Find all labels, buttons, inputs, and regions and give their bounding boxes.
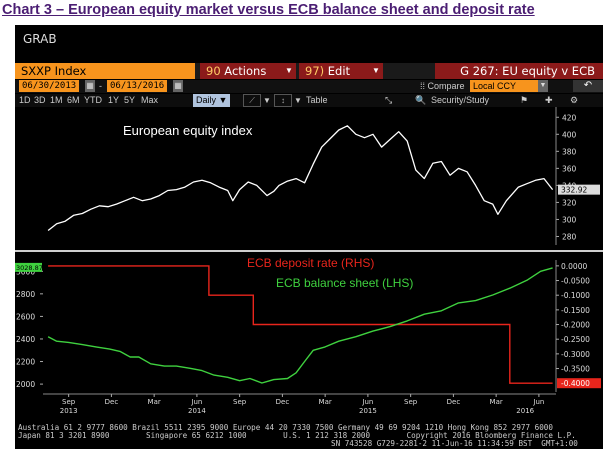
start-date-field[interactable]: 06/30/2013 xyxy=(19,80,80,92)
x-month-label: Dec xyxy=(105,398,119,406)
edit-dropdown-icon[interactable]: ▼ xyxy=(369,63,383,79)
balance-sheet-label: ECB balance sheet (LHS) xyxy=(276,276,413,290)
x-month-label: Jun xyxy=(361,398,373,406)
actions-menu-button[interactable]: 90 Actions xyxy=(200,63,282,79)
line-chart-icon[interactable]: ⟋ xyxy=(243,94,261,107)
rate-tick-label: -0.0500 xyxy=(561,277,590,286)
x-month-label: Sep xyxy=(233,398,247,406)
y-tick-label: 280 xyxy=(562,232,577,241)
compare-text: Compare xyxy=(427,81,465,91)
compare-icon: ⁞⁞ xyxy=(420,81,426,91)
chart-area: European equity index ECB deposit rate (… xyxy=(15,107,603,415)
compare-select[interactable]: Local CCY xyxy=(470,80,538,92)
x-month-label: Mar xyxy=(490,398,503,406)
rate-tick-label: -0.1000 xyxy=(561,291,590,300)
ticker-input[interactable]: SXXP Index xyxy=(15,63,195,79)
x-year-label: 2016 xyxy=(516,407,534,415)
zoom-in-icon[interactable]: 🔍 xyxy=(415,95,427,105)
footer-contacts: Australia 61 2 9777 8600 Brazil 5511 239… xyxy=(18,423,553,432)
edit-number: 97) xyxy=(305,64,325,78)
frequency-value: Daily xyxy=(196,95,217,105)
deposit-rate-line xyxy=(48,265,553,384)
balance-tick-label: 2800 xyxy=(16,290,35,299)
period-6m-button[interactable]: 6M xyxy=(67,95,80,105)
chart-type-dropdown-icon[interactable]: ▼ xyxy=(263,96,271,105)
footer-session: SN 743528 G729-2281-2 11-Jun-16 11:34:59… xyxy=(331,439,578,448)
x-month-label: Mar xyxy=(148,398,161,406)
rate-tick-label: -0.2500 xyxy=(561,335,590,344)
indicator-dropdown-icon[interactable]: ▼ xyxy=(294,96,302,105)
graph-title: G 267: EU equity v ECB xyxy=(435,63,603,79)
back-arrow-icon[interactable]: ↶ xyxy=(573,80,603,92)
bloomberg-terminal: GRAB SXXP Index 90 Actions ▼ 97) Edit ▼ … xyxy=(15,25,603,449)
footer-copyright: Japan 81 3 3201 8900 Singapore 65 6212 1… xyxy=(18,431,576,440)
x-month-label: Sep xyxy=(62,398,76,406)
compare-dropdown-icon[interactable]: ▼ xyxy=(538,80,548,92)
x-month-label: Jun xyxy=(190,398,202,406)
edit-label: Edit xyxy=(327,64,351,78)
window-header: GRAB xyxy=(23,32,57,46)
last-price-label: 332.92 xyxy=(561,186,587,195)
expand-icon[interactable]: ⤡ xyxy=(385,95,393,105)
x-year-label: 2013 xyxy=(60,407,78,415)
edit-menu-button[interactable]: 97) Edit xyxy=(299,63,369,79)
y-tick-label: 380 xyxy=(562,147,577,156)
x-month-label: Sep xyxy=(404,398,418,406)
y-tick-label: 320 xyxy=(562,198,577,207)
balance-tick-label: 2600 xyxy=(16,312,35,321)
toolbar xyxy=(15,94,603,107)
rate-tick-label: -0.1500 xyxy=(561,306,590,315)
calendar-icon[interactable]: ▦ xyxy=(173,80,183,92)
y-tick-label: 360 xyxy=(562,164,577,173)
period-1y-button[interactable]: 1Y xyxy=(108,95,120,105)
frequency-select[interactable]: Daily ▼ xyxy=(193,94,231,107)
x-month-label: Dec xyxy=(447,398,461,406)
chart-caption: Chart 3 – European equity market versus … xyxy=(2,2,535,18)
rate-tick-label: -0.3000 xyxy=(561,350,590,359)
y-tick-label: 420 xyxy=(562,113,577,122)
security-study-button[interactable]: Security/Study xyxy=(431,95,490,105)
x-year-label: 2015 xyxy=(359,407,377,415)
balance-sheet-line xyxy=(47,267,553,384)
y-tick-label: 300 xyxy=(562,215,577,224)
period-ytd-button[interactable]: YTD xyxy=(84,95,102,105)
rate-tick-label: -0.3500 xyxy=(561,365,590,374)
balance-last-tag xyxy=(15,262,42,272)
calendar-icon[interactable]: ▦ xyxy=(85,80,95,92)
period-3d-button[interactable]: 3D xyxy=(34,95,46,105)
table-button[interactable]: Table xyxy=(306,95,328,105)
deposit-rate-label: ECB deposit rate (RHS) xyxy=(247,256,374,270)
y-tick-label: 400 xyxy=(562,130,577,139)
x-month-label: Mar xyxy=(319,398,332,406)
period-1d-button[interactable]: 1D xyxy=(19,95,31,105)
compare-label: ⁞⁞ Compare xyxy=(420,80,465,92)
indicator-icon[interactable]: ↕ xyxy=(274,94,292,107)
flag-icon[interactable]: ⚑ xyxy=(520,95,529,105)
x-year-label: 2014 xyxy=(188,407,206,415)
balance-tick-label: 2000 xyxy=(16,380,35,389)
rate-tick-label: 0.0000 xyxy=(561,262,587,271)
upper-panel xyxy=(15,107,556,242)
x-month-label: Dec xyxy=(276,398,290,406)
equity-series-label: European equity index xyxy=(123,123,253,138)
balance-tick-label: 2400 xyxy=(16,335,35,344)
period-max-button[interactable]: Max xyxy=(141,95,159,105)
settings-icon[interactable]: ⚙ xyxy=(570,95,579,105)
equity-line xyxy=(47,125,554,232)
rate-last-label: -0.4000 xyxy=(561,379,590,388)
actions-label: Actions xyxy=(224,64,267,78)
period-5y-button[interactable]: 5Y xyxy=(124,95,136,105)
pin-icon[interactable]: ✚ xyxy=(545,95,553,105)
balance-tick-label: 2200 xyxy=(16,358,35,367)
balance-last-label: 3028.87 xyxy=(16,264,43,272)
period-1m-button[interactable]: 1M xyxy=(50,95,63,105)
actions-dropdown-icon[interactable]: ▼ xyxy=(282,63,296,79)
rate-last-tag xyxy=(557,378,601,389)
end-date-field[interactable]: 06/13/2016 xyxy=(107,80,168,92)
rate-tick-label: -0.2000 xyxy=(561,321,590,330)
x-month-label: Jun xyxy=(532,398,544,406)
last-price-tag xyxy=(558,184,600,195)
actions-number: 90 xyxy=(206,64,221,78)
